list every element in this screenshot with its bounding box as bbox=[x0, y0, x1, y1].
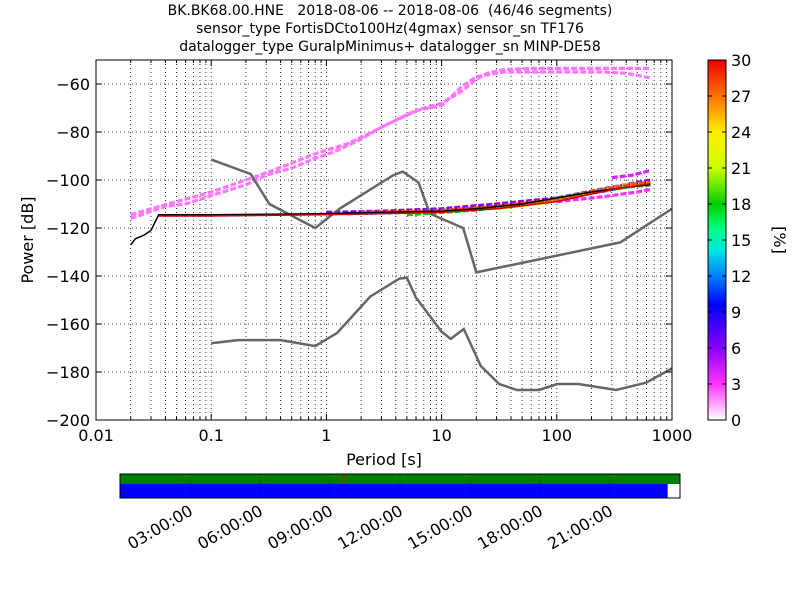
x-tick-label: 10 bbox=[431, 426, 451, 445]
y-axis: −200 −180 −160 −140 −120 −100 −80 −60 bbox=[46, 75, 672, 430]
coverage-tick-label: 09:00:00 bbox=[264, 501, 336, 553]
x-axis-label: Period [s] bbox=[346, 450, 422, 469]
x-tick-label: 1 bbox=[321, 426, 331, 445]
ppsd-series-line bbox=[130, 184, 651, 246]
chart-title-line-2: sensor_type FortisDCto100Hz(4gmax) senso… bbox=[196, 21, 584, 37]
colorbar-tick-label: 9 bbox=[731, 303, 741, 322]
colorbar-ticks: 0 3 6 9 12 15 18 21 24 27 30 bbox=[708, 51, 751, 430]
y-axis-label: Power [dB] bbox=[18, 196, 37, 283]
x-tick-label: 0.01 bbox=[78, 426, 114, 445]
y-tick-label: −140 bbox=[46, 267, 90, 286]
colorbar bbox=[708, 60, 726, 420]
ppsd-ridge-lines bbox=[130, 182, 651, 246]
x-tick-label: 100 bbox=[542, 426, 573, 445]
coverage-tick-label: 12:00:00 bbox=[334, 501, 406, 553]
colorbar-tick-label: 3 bbox=[731, 375, 741, 394]
colorbar-tick-label: 21 bbox=[731, 159, 751, 178]
chart-title: BK.BK68.00.HNE 2018-08-06 -- 2018-08-06 … bbox=[0, 2, 780, 56]
colorbar-tick-label: 27 bbox=[731, 87, 751, 106]
heatmap-band bbox=[326, 178, 651, 214]
grid bbox=[96, 60, 672, 420]
colorbar-tick-label: 6 bbox=[731, 339, 741, 358]
plot-frame bbox=[95, 59, 673, 421]
new-high-noise-model-line bbox=[210, 158, 672, 274]
plot-area bbox=[96, 60, 672, 420]
colorbar-tick-label: 30 bbox=[731, 51, 751, 70]
y-tick-label: −200 bbox=[46, 411, 90, 430]
y-tick-label: −80 bbox=[56, 123, 90, 142]
y-tick-label: −160 bbox=[46, 315, 90, 334]
chart-title-line-1: BK.BK68.00.HNE 2018-08-06 -- 2018-08-06 … bbox=[167, 3, 613, 19]
noise-models bbox=[210, 158, 672, 392]
coverage-bar-top bbox=[120, 474, 680, 484]
colorbar-tick-label: 18 bbox=[731, 195, 751, 214]
y-tick-label: −120 bbox=[46, 219, 90, 238]
coverage-bar-data bbox=[120, 484, 668, 498]
heatmap-band bbox=[611, 168, 651, 180]
y-tick-label: −100 bbox=[46, 171, 90, 190]
coverage-tick-label: 03:00:00 bbox=[124, 501, 196, 553]
y-tick-label: −60 bbox=[56, 75, 90, 94]
coverage-tick-label: 06:00:00 bbox=[194, 501, 266, 553]
x-tick-label: 0.1 bbox=[198, 426, 223, 445]
colorbar-tick-label: 15 bbox=[731, 231, 751, 250]
coverage-tick-label: 21:00:00 bbox=[544, 501, 616, 553]
colorbar-tick-label: 12 bbox=[731, 267, 751, 286]
chart-title-line-3: datalogger_type GuralpMinimus+ datalogge… bbox=[179, 39, 601, 55]
colorbar-tick-label: 0 bbox=[731, 411, 741, 430]
colorbar-tick-label: 24 bbox=[731, 123, 751, 142]
ppsd-series-line bbox=[158, 182, 651, 217]
x-axis: 0.01 0.1 1 10 100 1000 bbox=[78, 60, 692, 445]
new-low-noise-model-line bbox=[211, 276, 672, 392]
data-coverage-bar: 03:00:0006:00:0009:00:0012:00:0015:00:00… bbox=[119, 473, 681, 553]
x-tick-label: 1000 bbox=[652, 426, 693, 445]
colorbar-label: [%] bbox=[770, 226, 789, 254]
coverage-tick-label: 15:00:00 bbox=[404, 501, 476, 553]
heatmap-band bbox=[130, 70, 651, 217]
y-tick-label: −180 bbox=[46, 363, 90, 382]
coverage-tick-label: 18:00:00 bbox=[474, 501, 546, 553]
